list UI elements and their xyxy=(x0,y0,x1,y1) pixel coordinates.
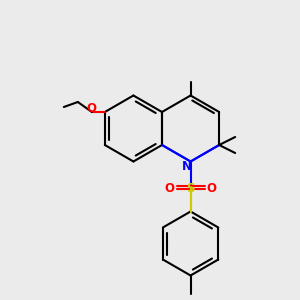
Text: N: N xyxy=(182,160,192,173)
Text: O: O xyxy=(207,182,217,195)
Text: O: O xyxy=(87,103,97,116)
Text: O: O xyxy=(165,182,175,195)
Text: S: S xyxy=(186,182,195,195)
